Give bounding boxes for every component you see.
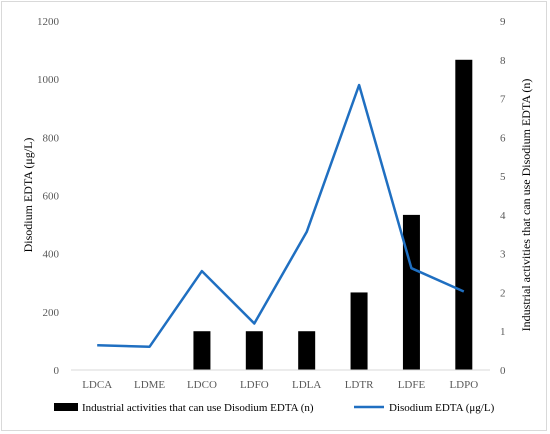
left-y-axis-ticks: 0 200 400 600 800 1000 1200 (37, 16, 60, 377)
bars-layer (193, 59, 473, 371)
legend-bar-swatch (54, 403, 78, 411)
right-y-tick-label: 7 (500, 94, 506, 106)
left-y-tick-label: 800 (43, 132, 60, 144)
left-y-tick-label: 1200 (37, 16, 60, 28)
x-tick-label: LDTR (345, 379, 374, 391)
x-tick-label: LDME (134, 379, 165, 391)
x-tick-label: LDPO (449, 379, 478, 391)
left-y-tick-label: 0 (54, 365, 60, 377)
legend-bar-label: Industrial activities that can use Disod… (82, 402, 314, 414)
x-tick-label: LDLA (292, 379, 321, 391)
legend: Industrial activities that can use Disod… (54, 402, 495, 414)
x-tick-label: LDFO (240, 379, 269, 391)
right-y-tick-label: 4 (500, 210, 506, 222)
right-y-tick-label: 9 (500, 16, 506, 28)
right-y-tick-label: 1 (500, 326, 506, 338)
bar (298, 331, 316, 370)
left-y-tick-label: 400 (43, 249, 60, 261)
bar (245, 331, 263, 370)
x-axis-ticks: LDCA LDME LDCO LDFO LDLA LDTR LDFE LDPO (82, 379, 478, 391)
right-y-tick-label: 2 (500, 287, 506, 299)
bar (350, 292, 368, 370)
series-line (97, 83, 465, 348)
x-tick-label: LDCA (82, 379, 112, 391)
x-tick-label: LDFE (398, 379, 426, 391)
right-y-axis-ticks: 0 1 2 3 4 5 6 7 8 9 (500, 16, 506, 377)
right-y-tick-label: 8 (500, 55, 506, 67)
right-y-axis-title: Industrial activities that can use Disod… (519, 79, 533, 332)
right-y-tick-label: 0 (500, 365, 506, 377)
bar (455, 59, 473, 371)
bar (193, 331, 211, 370)
legend-line-label: Disodium EDTA (μg/L) (389, 402, 495, 414)
right-y-tick-label: 5 (500, 171, 506, 183)
x-tick-label: LDCO (187, 379, 217, 391)
left-y-axis-title: Disodium EDTA (μg/L) (21, 138, 35, 253)
right-y-tick-label: 3 (500, 249, 506, 261)
left-y-tick-label: 600 (43, 191, 60, 203)
left-y-tick-label: 1000 (37, 74, 60, 86)
left-y-tick-label: 200 (43, 307, 60, 319)
line-layer (97, 83, 465, 348)
bar (402, 214, 420, 370)
right-y-tick-label: 6 (500, 132, 506, 144)
